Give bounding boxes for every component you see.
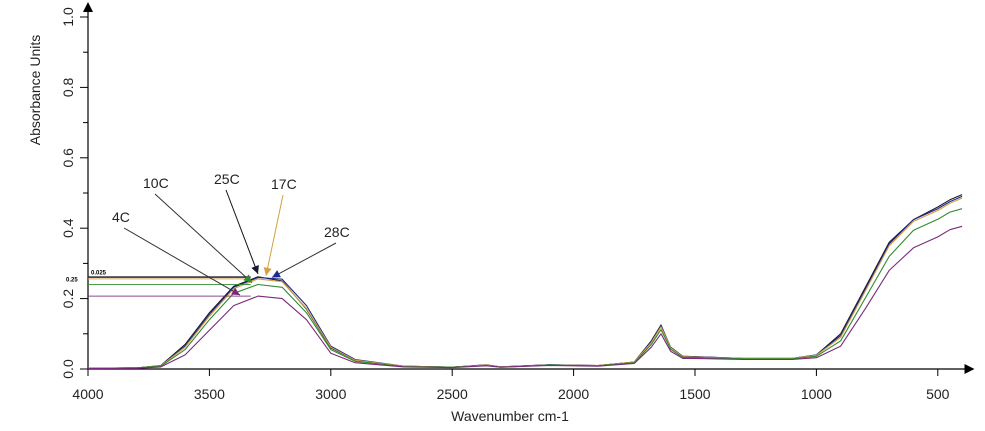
arrowhead-4C: [231, 287, 240, 296]
arrowhead-25C: [251, 265, 259, 274]
series-label-10C: 10C: [143, 175, 169, 191]
arrow-line-4C: [123, 227, 241, 296]
arrowhead-28C: [272, 270, 281, 278]
series-labels: 25C 28C 17C 10C 4C: [112, 171, 350, 296]
y-tick-label: 0.4: [60, 218, 76, 238]
x-tick-label: 3500: [194, 386, 225, 402]
series-label-28C: 28C: [324, 224, 350, 240]
series-label-25C: 25C: [214, 171, 240, 187]
y-tick-label: 0.2: [60, 289, 76, 309]
y-axis-arrow: [83, 2, 93, 12]
arrow-line-10C: [154, 193, 253, 284]
arrow-line-25C: [225, 189, 259, 275]
series-lines: [87, 194, 963, 370]
x-tick-label: 3000: [315, 386, 346, 402]
arrowhead-17C: [263, 267, 272, 276]
x-tick-label: 4000: [72, 386, 103, 402]
series-line-25C: [87, 194, 963, 369]
x-axis-arrow: [964, 364, 975, 374]
y-tick-label: 0.0: [60, 359, 76, 379]
y-tick-label: 0.6: [60, 148, 76, 168]
x-tick-label: 500: [926, 386, 950, 402]
arrow-line-28C: [271, 242, 337, 278]
y-tick-label: 1.0: [60, 7, 76, 27]
x-axis-label: Wavenumber cm-1: [451, 408, 569, 424]
axes: 4000 3500 3000 2500 2000 1500 1000 500 0.0 0.2 0.4…: [60, 2, 975, 402]
arrowhead-10C: [243, 274, 252, 283]
series-label-17C: 17C: [271, 176, 297, 192]
series-line-4C: [87, 225, 963, 370]
x-tick-label: 1000: [801, 386, 832, 402]
x-tick-label: 1500: [679, 386, 710, 402]
annotation-label: 0.25: [66, 278, 78, 284]
series-label-4C: 4C: [112, 209, 130, 225]
x-tick-label: 2000: [558, 386, 589, 402]
annotation-label: 0.025: [91, 271, 107, 277]
y-axis-label: Absorbance Units: [27, 35, 43, 146]
x-tick-label: 2500: [437, 386, 468, 402]
y-tick-label: 0.8: [60, 77, 76, 97]
arrow-line-17C: [265, 194, 284, 276]
